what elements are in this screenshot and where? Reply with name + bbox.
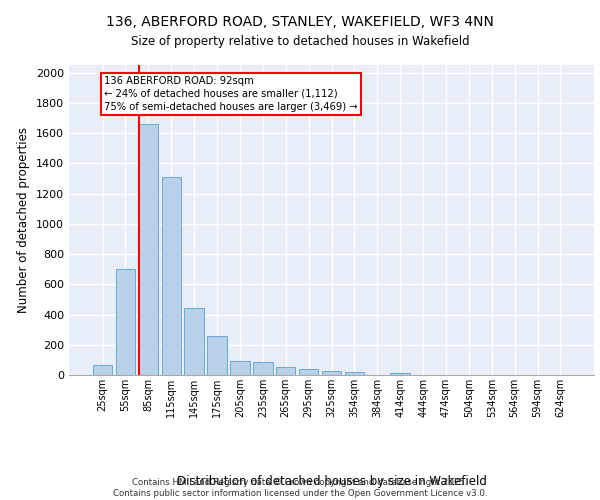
Text: 136, ABERFORD ROAD, STANLEY, WAKEFIELD, WF3 4NN: 136, ABERFORD ROAD, STANLEY, WAKEFIELD, … bbox=[106, 15, 494, 29]
Bar bbox=[93, 365, 112, 375]
Bar bbox=[344, 372, 364, 375]
Bar bbox=[139, 124, 158, 375]
X-axis label: Distribution of detached houses by size in Wakefield: Distribution of detached houses by size … bbox=[176, 476, 487, 488]
Text: Contains HM Land Registry data © Crown copyright and database right 2025.
Contai: Contains HM Land Registry data © Crown c… bbox=[113, 478, 487, 498]
Bar bbox=[299, 369, 319, 375]
Bar bbox=[116, 269, 135, 375]
Text: 136 ABERFORD ROAD: 92sqm
← 24% of detached houses are smaller (1,112)
75% of sem: 136 ABERFORD ROAD: 92sqm ← 24% of detach… bbox=[104, 76, 358, 112]
Bar bbox=[184, 308, 204, 375]
Bar bbox=[391, 372, 410, 375]
Bar bbox=[208, 336, 227, 375]
Y-axis label: Number of detached properties: Number of detached properties bbox=[17, 127, 31, 313]
Bar bbox=[276, 368, 295, 375]
Bar bbox=[230, 362, 250, 375]
Bar bbox=[322, 371, 341, 375]
Bar bbox=[253, 362, 272, 375]
Text: Size of property relative to detached houses in Wakefield: Size of property relative to detached ho… bbox=[131, 35, 469, 48]
Bar bbox=[161, 177, 181, 375]
